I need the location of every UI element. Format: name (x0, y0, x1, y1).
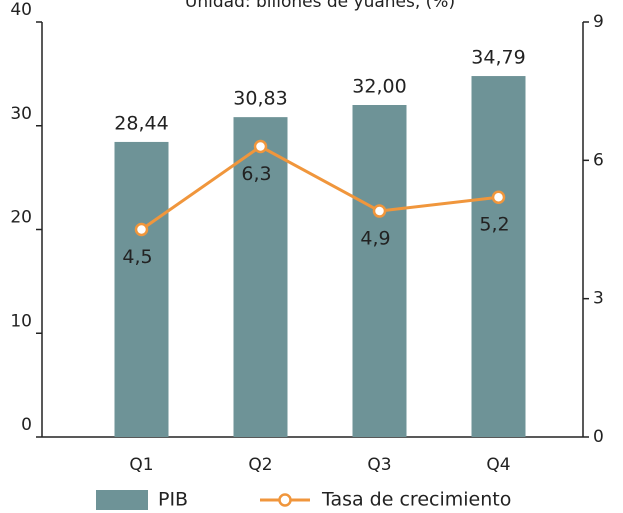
y-tick-label: 20 (10, 208, 32, 228)
legend-label: PIB (158, 489, 188, 511)
line-marker (491, 190, 506, 204)
y2-tick-label: 9 (593, 12, 604, 32)
line-value-label: 4,5 (122, 246, 152, 268)
bar-value-label: 28,44 (114, 112, 168, 134)
bar (352, 105, 407, 437)
bar-value-label: 32,00 (352, 76, 406, 98)
line-value-label: 4,9 (360, 228, 390, 250)
legend-swatch (96, 490, 148, 510)
line-marker (253, 139, 268, 154)
y-tick-label: 40 (10, 0, 32, 20)
line (140, 144, 499, 231)
y-tick-label: 10 (10, 311, 32, 331)
bar (233, 117, 288, 438)
chart-subtitle: Unidad: billones de yuanes, (%) (185, 0, 455, 12)
y2-tick-label: 6 (593, 150, 604, 170)
y2-tick-label: 3 (593, 289, 604, 309)
line-value-label: 6,3 (241, 163, 271, 185)
y2-tick-label: 0 (593, 427, 604, 447)
legend-label: Tasa de crecimiento (321, 489, 511, 511)
x-tick-label: Q4 (486, 455, 510, 475)
x-tick-label: Q3 (367, 455, 391, 475)
x-tick-label: Q1 (129, 455, 153, 475)
bar (471, 76, 526, 438)
x-tick-label: Q2 (248, 455, 272, 475)
bar (114, 141, 169, 437)
line-value-label: 5,2 (479, 214, 509, 236)
y-tick-label: 30 (10, 104, 32, 124)
line-marker (372, 204, 387, 218)
y-tick-label: 0 (21, 415, 32, 435)
bar-value-label: 30,83 (233, 88, 287, 110)
bar-value-label: 34,79 (471, 47, 525, 69)
legend-swatch-marker (278, 493, 292, 507)
line-marker (134, 222, 149, 237)
